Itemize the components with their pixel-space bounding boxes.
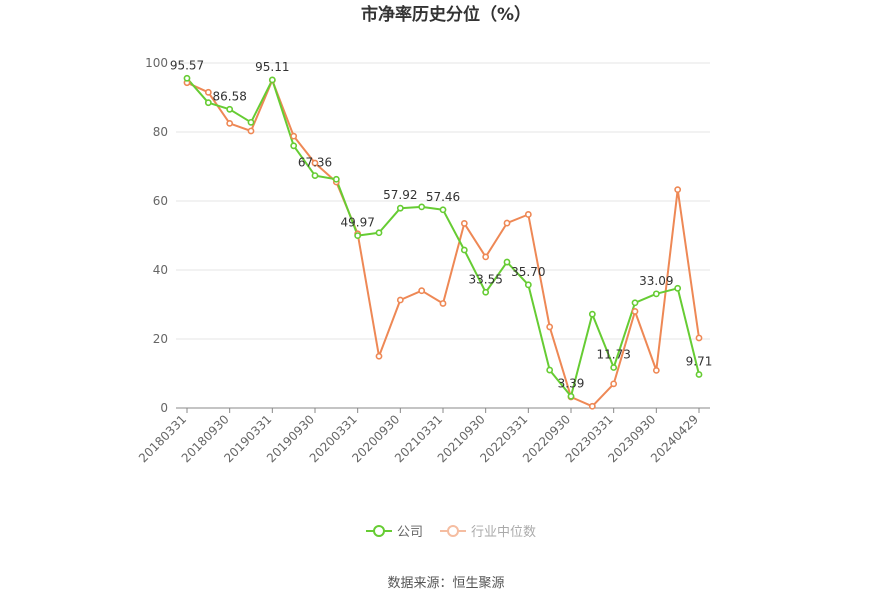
data-point	[332, 175, 340, 183]
data-point	[482, 253, 490, 261]
data-label: 35.70	[511, 265, 545, 279]
source-note: 数据来源：恒生聚源	[387, 576, 504, 591]
legend-marker	[373, 525, 385, 537]
data-point	[439, 300, 447, 307]
data-point	[247, 118, 255, 126]
data-point	[204, 99, 212, 107]
data-point	[588, 310, 596, 318]
data-point	[375, 229, 383, 237]
data-point	[247, 127, 255, 135]
data-point	[418, 203, 426, 211]
y-tick-label: 20	[153, 332, 168, 346]
data-label: 9.71	[686, 355, 713, 369]
data-point	[226, 105, 234, 113]
y-tick-label: 60	[153, 194, 168, 208]
data-label: 3.39	[558, 376, 585, 390]
data-point	[311, 159, 319, 167]
legend[interactable]: 公司 行业中位数	[366, 525, 536, 540]
y-tick-label: 80	[153, 125, 168, 139]
data-point	[268, 76, 276, 84]
data-point	[418, 287, 426, 295]
data-label: 95.11	[255, 60, 289, 74]
legend-label: 行业中位数	[471, 525, 536, 540]
data-point	[610, 380, 618, 388]
data-point	[354, 232, 362, 240]
data-point	[546, 323, 554, 331]
y-tick-label: 0	[160, 401, 168, 415]
data-point	[460, 220, 468, 227]
data-point	[546, 366, 554, 374]
data-point	[652, 366, 660, 374]
grid	[176, 62, 710, 340]
legend-item-0[interactable]: 公司	[366, 525, 423, 540]
data-point	[524, 281, 532, 289]
data-label: 49.97	[340, 216, 374, 230]
data-label: 11.73	[596, 348, 630, 362]
data-point	[311, 172, 319, 180]
x-axis: 2018033120180930201903312019093020200331…	[136, 407, 710, 465]
data-point	[610, 364, 618, 371]
data-label: 57.92	[383, 188, 417, 202]
data-point	[524, 211, 532, 218]
data-point	[290, 142, 298, 150]
data-point	[631, 299, 639, 307]
data-point	[674, 186, 682, 194]
data-point	[503, 219, 511, 227]
data-point	[439, 206, 447, 214]
y-axis: 0 20 40 60 80 100	[145, 56, 168, 415]
chart-title: 市净率历史分位（%）	[361, 4, 531, 25]
data-label: 67.36	[298, 156, 332, 170]
data-point	[290, 132, 298, 140]
legend-marker	[447, 525, 459, 537]
data-point	[396, 296, 404, 304]
data-point	[226, 119, 234, 127]
legend-label: 公司	[397, 525, 423, 540]
data-point	[375, 352, 383, 360]
y-tick-label: 100	[145, 56, 168, 70]
series-points	[183, 74, 703, 410]
legend-item-1[interactable]: 行业中位数	[440, 525, 536, 540]
data-point	[674, 284, 682, 292]
data-point	[396, 204, 404, 212]
data-point	[695, 334, 703, 342]
data-label: 57.46	[426, 190, 460, 204]
data-point	[631, 307, 639, 315]
data-label: 33.09	[639, 274, 673, 288]
data-label: 95.57	[170, 58, 204, 72]
data-point	[695, 371, 703, 378]
data-labels: 95.57 86.58 95.11 67.36 49.97 57.92 57.46 33.55…	[170, 58, 713, 390]
data-point	[183, 74, 191, 82]
data-point	[482, 288, 490, 296]
data-label: 86.58	[212, 89, 246, 103]
data-point	[588, 402, 596, 410]
data-point	[567, 392, 575, 400]
data-point	[652, 290, 660, 298]
data-label: 33.55	[468, 272, 502, 286]
y-tick-label: 40	[153, 263, 168, 277]
data-point	[204, 88, 212, 96]
data-point	[460, 246, 468, 254]
data-point	[503, 258, 511, 266]
